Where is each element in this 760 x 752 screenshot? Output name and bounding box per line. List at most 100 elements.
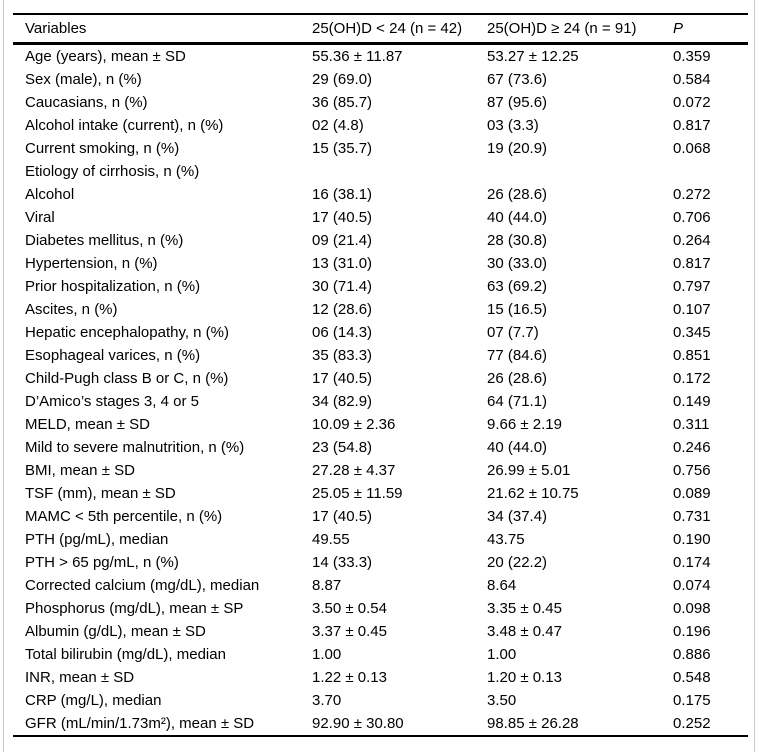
p-value-cell: 0.548: [673, 669, 711, 686]
p-value-cell: 0.817: [673, 117, 711, 134]
variable-cell: MAMC < 5th percentile, n (%): [25, 508, 223, 525]
group2-value-cell: 3.48 ± 0.47: [487, 623, 562, 640]
group2-value-cell: 40 (44.0): [487, 439, 548, 456]
table-row: PTH (pg/mL), median 49.55 43.75 0.190: [13, 528, 748, 551]
group1-value-cell: 17 (40.5): [312, 370, 373, 387]
header-row: Variables 25(OH)D < 24 (n = 42) 25(OH)D …: [13, 14, 748, 45]
p-value-cell: 0.345: [673, 324, 711, 341]
variable-cell: Hypertension, n (%): [25, 255, 158, 272]
group1-value-cell: 92.90 ± 30.80: [312, 715, 404, 732]
variable-cell: D’Amico’s stages 3, 4 or 5: [25, 393, 199, 410]
table-row: CRP (mg/L), median 3.70 3.50 0.175: [13, 689, 748, 712]
left-edge-line: [3, 0, 4, 752]
table-row: Age (years), mean ± SD 55.36 ± 11.87 53.27…: [13, 44, 748, 69]
p-value-cell: 0.072: [673, 94, 711, 111]
p-value-cell: 0.817: [673, 255, 711, 272]
p-value-cell: 0.190: [673, 531, 711, 548]
variable-cell: TSF (mm), mean ± SD: [25, 485, 176, 502]
group1-value-cell: 23 (54.8): [312, 439, 373, 456]
table-row: Caucasians, n (%) 36 (85.7) 87 (95.6) 0.072: [13, 91, 748, 114]
group1-value-cell: 3.50 ± 0.54: [312, 600, 387, 617]
variable-cell: Total bilirubin (mg/dL), median: [25, 646, 226, 663]
variable-cell: Corrected calcium (mg/dL), median: [25, 577, 260, 594]
p-value-cell: 0.068: [673, 140, 711, 157]
p-value-cell: 0.731: [673, 508, 711, 525]
p-value-cell: 0.851: [673, 347, 711, 364]
table-row: Sex (male), n (%) 29 (69.0) 67 (73.6) 0.584: [13, 68, 748, 91]
group1-value-cell: 09 (21.4): [312, 232, 373, 249]
group2-value-cell: 28 (30.8): [487, 232, 548, 249]
variable-cell: PTH (pg/mL), median: [25, 531, 169, 548]
column-header-group1: 25(OH)D < 24 (n = 42): [312, 14, 487, 45]
p-value-cell: 0.706: [673, 209, 711, 226]
variable-cell: MELD, mean ± SD: [25, 416, 150, 433]
group2-value-cell: 15 (16.5): [487, 301, 548, 318]
group1-value-cell: 29 (69.0): [312, 71, 373, 88]
table-row: INR, mean ± SD 1.22 ± 0.13 1.20 ± 0.13 0.54…: [13, 666, 748, 689]
variable-cell: Prior hospitalization, n (%): [25, 278, 201, 295]
group2-value-cell: 43.75: [487, 531, 525, 548]
table-row: Ascites, n (%) 12 (28.6) 15 (16.5) 0.107: [13, 298, 748, 321]
group2-value-cell: 34 (37.4): [487, 508, 548, 525]
table-row: Diabetes mellitus, n (%) 09 (21.4) 28 (30.…: [13, 229, 748, 252]
group1-value-cell: 02 (4.8): [312, 117, 364, 134]
group2-value-cell: 40 (44.0): [487, 209, 548, 226]
group2-value-cell: 8.64: [487, 577, 517, 594]
p-value-cell: 0.359: [673, 48, 711, 65]
group2-value-cell: 3.50: [487, 692, 517, 709]
table-row: Viral 17 (40.5) 40 (44.0) 0.706: [13, 206, 748, 229]
variable-cell: Child-Pugh class B or C, n (%): [25, 370, 229, 387]
table-row: Total bilirubin (mg/dL), median 1.00 1.00 0…: [13, 643, 748, 666]
variable-cell: Mild to severe malnutrition, n (%): [25, 439, 245, 456]
group2-value-cell: 63 (69.2): [487, 278, 548, 295]
group1-value-cell: 1.00: [312, 646, 342, 663]
group2-value-cell: 03 (3.3): [487, 117, 539, 134]
variable-cell: Hepatic encephalopathy, n (%): [25, 324, 230, 341]
variable-cell: Alcohol: [25, 186, 75, 203]
variable-cell: INR, mean ± SD: [25, 669, 135, 686]
group2-value-cell: 9.66 ± 2.19: [487, 416, 562, 433]
group1-value-cell: 06 (14.3): [312, 324, 373, 341]
variable-cell: GFR (mL/min/1.73m²), mean ± SD: [25, 715, 255, 732]
table-row: Alcohol 16 (38.1) 26 (28.6) 0.272: [13, 183, 748, 206]
group1-value-cell: 36 (85.7): [312, 94, 373, 111]
p-value-cell: 0.174: [673, 554, 711, 571]
group2-value-cell: [487, 160, 673, 183]
table-row: Albumin (g/dL), mean ± SD 3.37 ± 0.45 3.48…: [13, 620, 748, 643]
variable-cell: Caucasians, n (%): [25, 94, 148, 111]
group2-value-cell: 26 (28.6): [487, 186, 548, 203]
table-row: Hepatic encephalopathy, n (%) 06 (14.3) 07…: [13, 321, 748, 344]
p-value-cell: 0.172: [673, 370, 711, 387]
variable-cell: PTH > 65 pg/mL, n (%): [25, 554, 179, 571]
group1-value-cell: 17 (40.5): [312, 209, 373, 226]
table-row: Child-Pugh class B or C, n (%) 17 (40.5) 2…: [13, 367, 748, 390]
group1-value-cell: 14 (33.3): [312, 554, 373, 571]
group2-value-cell: 67 (73.6): [487, 71, 548, 88]
p-value-cell: 0.149: [673, 393, 711, 410]
column-header-group2: 25(OH)D ≥ 24 (n = 91): [487, 14, 673, 45]
p-value-cell: 0.089: [673, 485, 711, 502]
group2-value-cell: 26.99 ± 5.01: [487, 462, 571, 479]
p-value-cell: 0.886: [673, 646, 711, 663]
variable-cell: Viral: [25, 209, 55, 226]
table-body: Age (years), mean ± SD 55.36 ± 11.87 53.27…: [13, 44, 748, 737]
group2-value-cell: 3.35 ± 0.45: [487, 600, 562, 617]
baseline-characteristics-table: Variables 25(OH)D < 24 (n = 42) 25(OH)D …: [13, 13, 748, 737]
table-row: Current smoking, n (%) 15 (35.7) 19 (20.9)…: [13, 137, 748, 160]
group1-value-cell: 17 (40.5): [312, 508, 373, 525]
variable-cell: Current smoking, n (%): [25, 140, 180, 157]
variable-cell: Ascites, n (%): [25, 301, 118, 318]
table-row: PTH > 65 pg/mL, n (%) 14 (33.3) 20 (22.2) 0…: [13, 551, 748, 574]
p-value-cell: 0.107: [673, 301, 711, 318]
p-value-cell: 0.264: [673, 232, 711, 249]
p-value-cell: 0.797: [673, 278, 711, 295]
variable-cell: BMI, mean ± SD: [25, 462, 135, 479]
variable-cell: Sex (male), n (%): [25, 71, 142, 88]
variable-cell: Etiology of cirrhosis, n (%): [25, 163, 200, 180]
group2-value-cell: 19 (20.9): [487, 140, 548, 157]
group2-value-cell: 26 (28.6): [487, 370, 548, 387]
table-row: Alcohol intake (current), n (%) 02 (4.8) 0…: [13, 114, 748, 137]
group1-value-cell: [312, 160, 487, 183]
group2-value-cell: 07 (7.7): [487, 324, 539, 341]
table-row: MAMC < 5th percentile, n (%) 17 (40.5) 34 …: [13, 505, 748, 528]
